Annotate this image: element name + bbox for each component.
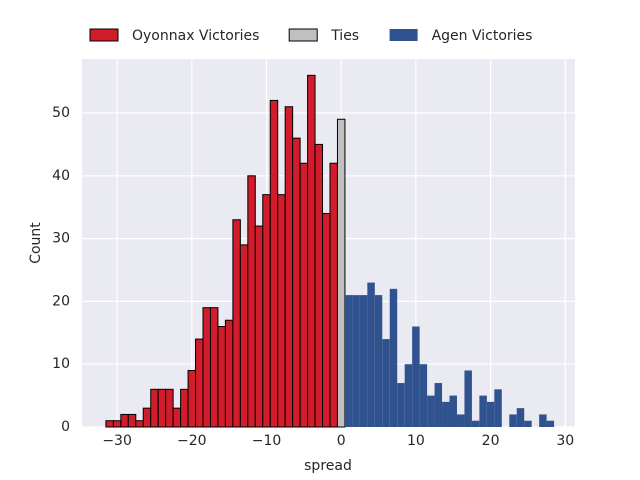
bar (202, 307, 211, 428)
bar (187, 369, 197, 428)
bar (172, 407, 182, 428)
y-tick-label: 40 (52, 168, 70, 184)
bar (456, 414, 465, 427)
legend-label: Ties (330, 28, 359, 44)
x-tick-label: −30 (102, 433, 132, 449)
bar (195, 338, 204, 428)
bar (157, 388, 167, 428)
bar (471, 420, 480, 427)
bar (209, 307, 219, 428)
ticks: −30 −20 −10 0 10 20 30 0 10 20 30 40 50 (52, 105, 574, 449)
bar (359, 295, 368, 427)
bar (120, 413, 129, 428)
bar (307, 74, 316, 428)
bar (427, 395, 435, 427)
bar (180, 388, 189, 428)
bar (374, 295, 383, 427)
bar (105, 420, 114, 428)
bar (442, 401, 450, 427)
bar (336, 118, 346, 428)
bar (135, 420, 144, 428)
bar (516, 408, 525, 427)
bar (322, 212, 331, 428)
bar (329, 162, 338, 428)
bar (449, 395, 457, 427)
legend-label: Oyonnax Victories (132, 28, 259, 44)
bar (524, 420, 532, 427)
bar (314, 143, 324, 428)
bar (419, 364, 428, 427)
y-axis-label: Count (28, 222, 44, 264)
bar (412, 326, 420, 427)
bar (464, 370, 472, 427)
bar (254, 225, 264, 428)
bar (299, 162, 309, 428)
legend-swatch (389, 29, 418, 41)
bar (344, 295, 353, 427)
bar (232, 219, 241, 428)
bar (284, 106, 294, 428)
x-tick-label: 20 (482, 433, 500, 449)
bar (247, 175, 256, 428)
bars (105, 74, 555, 428)
bar (486, 401, 495, 427)
legend-label: Agen Victories (432, 28, 533, 44)
y-tick-label: 50 (52, 105, 70, 121)
bar (382, 339, 390, 427)
bar (389, 288, 398, 427)
x-tick-label: 30 (556, 433, 574, 449)
y-tick-label: 10 (52, 356, 70, 372)
legend-swatch (89, 28, 119, 42)
bar (479, 395, 487, 427)
bar (367, 282, 375, 427)
bar (397, 383, 405, 427)
x-tick-label: 0 (337, 433, 346, 449)
bar (434, 383, 443, 427)
x-axis-label: spread (304, 458, 352, 474)
bar (217, 326, 226, 428)
bar (494, 389, 502, 427)
y-tick-label: 0 (61, 419, 70, 435)
x-tick-label: 10 (407, 433, 425, 449)
bar (269, 99, 279, 428)
bar (509, 414, 517, 427)
bar (239, 244, 249, 428)
bar (546, 420, 555, 427)
bar (112, 420, 122, 428)
legend-swatch (288, 28, 318, 42)
bar (224, 319, 234, 428)
bar (142, 407, 152, 428)
bar (539, 414, 547, 427)
y-tick-label: 30 (52, 231, 70, 247)
bar (165, 388, 174, 428)
x-tick-label: −10 (252, 433, 282, 449)
bar (292, 137, 301, 428)
x-tick-label: −20 (177, 433, 207, 449)
y-tick-label: 20 (52, 293, 70, 309)
bar (127, 413, 137, 428)
legend: Oyonnax Victories Ties Agen Victories (89, 28, 533, 44)
bar (404, 364, 413, 427)
bar (262, 194, 271, 428)
bar (277, 194, 286, 428)
bar (150, 388, 159, 428)
bar (352, 295, 360, 427)
